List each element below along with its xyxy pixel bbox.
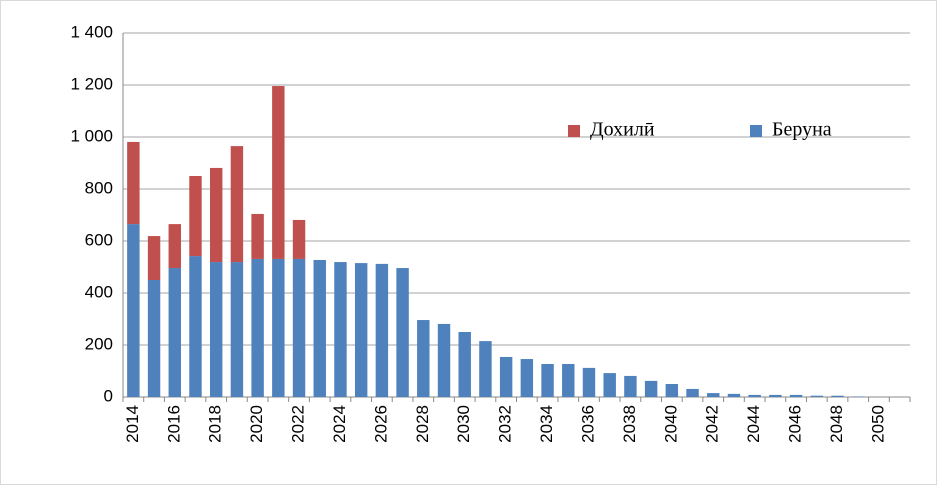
y-tick-label: 600 (85, 230, 113, 249)
y-tick-label: 1 000 (70, 126, 113, 145)
bar-segment (127, 224, 140, 397)
bar-segment (417, 320, 430, 397)
x-tick-label: 2018 (206, 405, 225, 443)
bar-segment (396, 268, 409, 397)
bar-segment (230, 262, 244, 397)
x-tick-label: 2042 (703, 405, 722, 443)
x-tick-label: 2020 (247, 405, 266, 443)
legend-swatch (750, 125, 762, 137)
x-tick-label: 2044 (744, 405, 763, 443)
bar-segment (582, 367, 596, 397)
bar-segment (541, 363, 554, 397)
bar-segment (707, 393, 720, 397)
x-tick-label: 2028 (413, 405, 432, 443)
bar-segment (189, 176, 202, 257)
x-tick-label: 2022 (289, 405, 308, 443)
bar-segment (168, 224, 181, 269)
bar-segment (603, 373, 616, 397)
bar-segment (272, 258, 285, 397)
bar-segment (789, 394, 803, 397)
bar-segment (458, 332, 471, 397)
bar-segment (251, 213, 264, 259)
x-tick-label: 2014 (123, 405, 142, 443)
bar-segment (251, 258, 264, 397)
x-tick-label: 2046 (786, 405, 805, 443)
bar-segment (147, 280, 161, 397)
bar-segment (748, 394, 761, 397)
bar-segment (644, 380, 658, 397)
bar-segment (437, 323, 451, 397)
bar-segment (230, 146, 244, 263)
bar-segment (127, 141, 140, 225)
y-tick-label: 0 (104, 386, 113, 405)
bar-segment (499, 356, 513, 397)
bar-segment (168, 268, 181, 397)
bar-segment (665, 384, 679, 397)
bar-segment (334, 262, 347, 397)
bar-segment (209, 262, 223, 397)
bar-segment (624, 375, 637, 397)
bar-segment (354, 263, 368, 397)
bar-segment (831, 395, 844, 397)
bar-segment (272, 86, 285, 259)
x-tick-label: 2036 (578, 405, 597, 443)
bar-segment (375, 263, 389, 397)
bar-segment (313, 259, 326, 397)
bar-segment (292, 258, 306, 397)
x-tick-label: 2024 (330, 405, 349, 443)
x-tick-label: 2030 (454, 405, 473, 443)
bar-segment (209, 167, 223, 263)
x-tick-label: 2048 (827, 405, 846, 443)
bar-segment (189, 256, 202, 397)
x-tick-label: 2032 (496, 405, 515, 443)
legend-swatch (568, 125, 580, 137)
legend-label: Дохилӣ (590, 119, 655, 141)
bar-segment (686, 388, 699, 397)
x-tick-label: 2050 (868, 405, 887, 443)
bar-segment (727, 393, 741, 397)
bar-segment (769, 394, 782, 397)
y-tick-label: 200 (85, 334, 113, 353)
bar-segment (479, 341, 492, 397)
bar-segment (810, 395, 824, 397)
y-tick-label: 1 400 (70, 22, 113, 41)
x-tick-label: 2016 (164, 405, 183, 443)
y-tick-label: 800 (85, 178, 113, 197)
bar-segment (562, 363, 575, 397)
bar-segment (292, 219, 306, 259)
bar-segment (520, 359, 534, 397)
bar-segment (147, 236, 161, 280)
y-tick-label: 400 (85, 282, 113, 301)
legend-label: Беруна (772, 119, 832, 141)
bar-segment (852, 396, 865, 397)
y-tick-label: 1 200 (70, 74, 113, 93)
x-tick-label: 2034 (537, 405, 556, 443)
x-tick-label: 2026 (371, 405, 390, 443)
x-tick-label: 2038 (620, 405, 639, 443)
x-tick-label: 2040 (661, 405, 680, 443)
